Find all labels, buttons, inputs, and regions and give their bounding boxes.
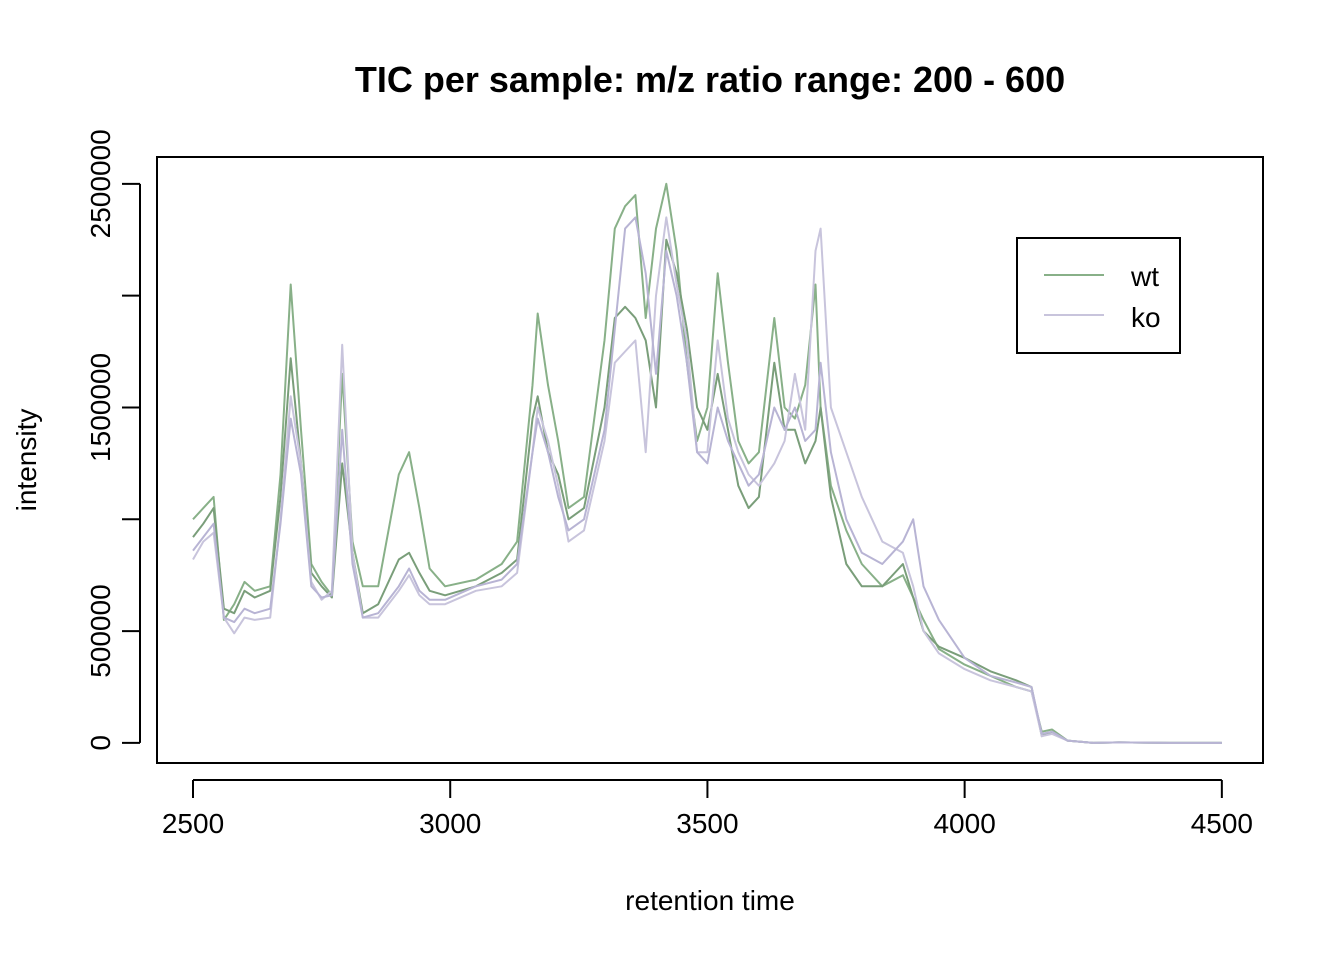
series-lines xyxy=(192,182,1222,744)
x-axis: 2500 3000 3500 4000 4500 xyxy=(162,779,1253,839)
y-axis-label: intensity xyxy=(11,409,42,512)
series-line-ko-3 xyxy=(192,216,1222,744)
series-line-wt-0 xyxy=(192,182,1222,744)
y-tick-label: 500000 xyxy=(85,584,116,677)
legend-label-ko: ko xyxy=(1131,302,1161,333)
x-tick-label: 3000 xyxy=(419,808,481,839)
x-tick-label: 2500 xyxy=(162,808,224,839)
legend-box xyxy=(1016,237,1181,354)
x-tick-label: 4000 xyxy=(933,808,995,839)
y-tick-label: 2500000 xyxy=(85,129,116,238)
plot-frame xyxy=(156,156,1264,764)
y-axis: 0 500000 1500000 2500000 xyxy=(85,129,141,751)
series-line-ko-2 xyxy=(192,216,1222,744)
y-tick-label: 0 xyxy=(85,735,116,751)
x-axis-label: retention time xyxy=(625,885,795,916)
chart-title: TIC per sample: m/z ratio range: 200 - 6… xyxy=(355,59,1065,100)
x-tick-label: 3500 xyxy=(676,808,738,839)
x-tick-label: 4500 xyxy=(1191,808,1253,839)
legend: wt ko xyxy=(1016,237,1181,354)
legend-label-wt: wt xyxy=(1130,261,1159,292)
y-tick-label: 1500000 xyxy=(85,353,116,462)
